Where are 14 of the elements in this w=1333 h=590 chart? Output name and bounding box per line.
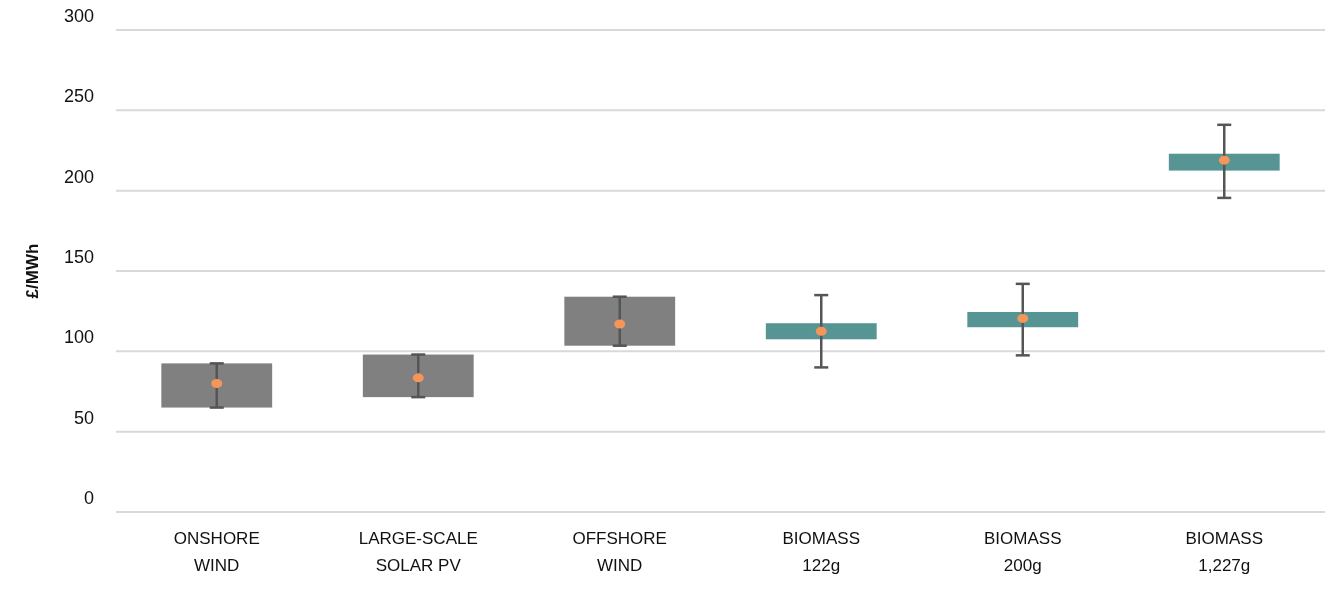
x-tick-label: ONSHORE WIND — [173, 529, 260, 575]
x-tick-label: OFFSHORE WIND — [572, 529, 667, 575]
y-tick-label: 250 — [63, 86, 94, 107]
y-tick-label: 50 — [73, 407, 94, 428]
y-tick-label: 200 — [63, 166, 94, 187]
y-tick-label: 100 — [63, 327, 94, 348]
y-tick-label: 300 — [63, 6, 94, 26]
x-tick-label: BIOMASS 1,227g — [1185, 529, 1263, 575]
x-tick-label: BIOMASS 200g — [984, 529, 1062, 575]
x-tick-label: BIOMASS 122g — [782, 529, 860, 575]
y-axis-title: £/MWh — [23, 243, 42, 299]
y-tick-label: 150 — [63, 247, 94, 267]
x-tick-label: LARGE-SCALE SOLAR PV — [358, 529, 478, 575]
y-tick-label: 0 — [83, 488, 94, 508]
